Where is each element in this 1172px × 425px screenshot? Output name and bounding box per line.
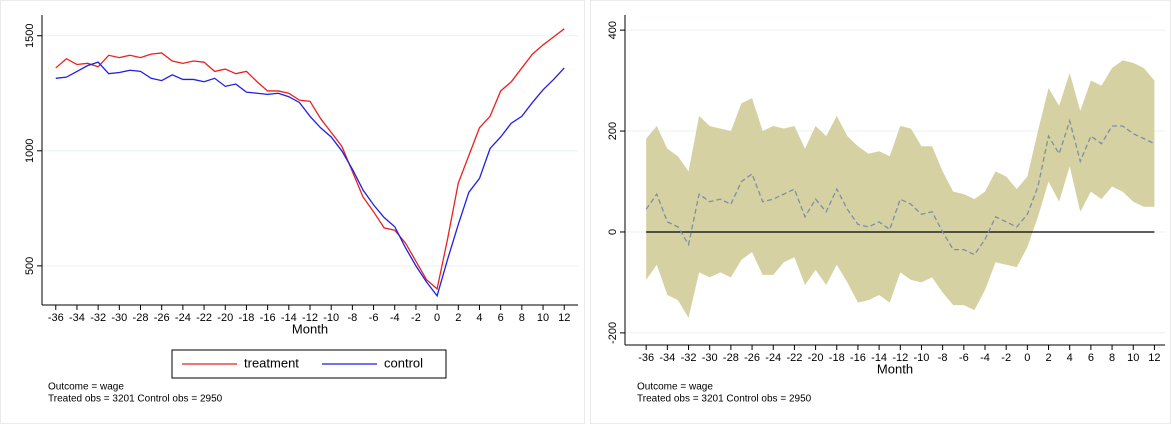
y-tick-label: 200 (607, 122, 619, 140)
confidence-band (646, 60, 1155, 318)
y-tick-label: 400 (607, 21, 619, 39)
x-tick-label: 6 (1088, 352, 1094, 364)
x-tick-label: 4 (1067, 352, 1073, 364)
y-tick-label: 0 (607, 229, 619, 235)
x-tick-label: -30 (702, 352, 718, 364)
x-tick-label: -10 (323, 312, 339, 324)
legend-label: treatment (244, 355, 299, 370)
y-tick-label: 500 (24, 257, 36, 275)
x-tick-label: 0 (434, 312, 440, 324)
x-tick-label: -28 (133, 312, 149, 324)
note: Treated obs = 3201 Control obs = 2950 (48, 394, 223, 405)
x-tick-label: -36 (48, 312, 64, 324)
x-tick-label: 12 (558, 312, 570, 324)
note: Outcome = wage (637, 382, 713, 393)
x-tick-label: -14 (281, 312, 297, 324)
x-tick-label: -2 (1001, 352, 1011, 364)
line (645, 118, 1155, 256)
x-tick-label: -6 (959, 352, 969, 364)
x-tick-label: -30 (111, 312, 127, 324)
x-tick-label: 8 (519, 312, 525, 324)
x-tick-label: -12 (892, 352, 908, 364)
x-tick-label: -8 (938, 352, 948, 364)
x-tick-label: 2 (1045, 352, 1051, 364)
x-tick-label: 10 (1127, 352, 1139, 364)
x-tick-label: -16 (260, 312, 276, 324)
x-tick-label: -32 (681, 352, 697, 364)
x-tick-label: -28 (723, 352, 739, 364)
x-tick-label: -16 (850, 352, 866, 364)
x-tick-label: -10 (914, 352, 930, 364)
legend-label: control (384, 355, 423, 370)
x-tick-label: -34 (69, 312, 85, 324)
line (55, 61, 565, 298)
y-tick-label: 1500 (24, 23, 36, 47)
x-axis-label: Month (292, 321, 328, 336)
x-tick-label: -36 (638, 352, 654, 364)
x-tick-label: -12 (302, 312, 318, 324)
x-tick-label: 6 (498, 312, 504, 324)
x-tick-label: -34 (659, 352, 675, 364)
x-tick-label: 10 (537, 312, 549, 324)
note: Treated obs = 3201 Control obs = 2950 (637, 394, 812, 405)
x-tick-label: -4 (980, 352, 990, 364)
x-tick-label: -8 (347, 312, 357, 324)
x-tick-label: 8 (1109, 352, 1115, 364)
x-tick-label: -18 (829, 352, 845, 364)
x-tick-label: -6 (369, 312, 379, 324)
x-tick-label: -20 (808, 352, 824, 364)
x-tick-label: -2 (411, 312, 421, 324)
x-tick-label: -26 (154, 312, 170, 324)
x-tick-label: -26 (744, 352, 760, 364)
y-tick-label: -200 (607, 322, 619, 344)
x-tick-label: -32 (90, 312, 106, 324)
x-tick-label: 2 (455, 312, 461, 324)
x-tick-label: -14 (871, 352, 887, 364)
x-tick-label: -24 (175, 312, 191, 324)
x-tick-label: -18 (238, 312, 254, 324)
x-tick-label: -20 (217, 312, 233, 324)
note: Outcome = wage (48, 382, 124, 393)
x-tick-label: -4 (390, 312, 400, 324)
x-axis-label: Month (877, 361, 913, 376)
x-tick-label: -22 (786, 352, 802, 364)
x-tick-label: -22 (196, 312, 212, 324)
y-tick-label: 1000 (24, 139, 36, 163)
x-tick-label: 4 (476, 312, 482, 324)
x-tick-label: -24 (765, 352, 781, 364)
x-tick-label: 0 (1024, 352, 1030, 364)
line (55, 28, 565, 291)
x-tick-label: 12 (1148, 352, 1160, 364)
